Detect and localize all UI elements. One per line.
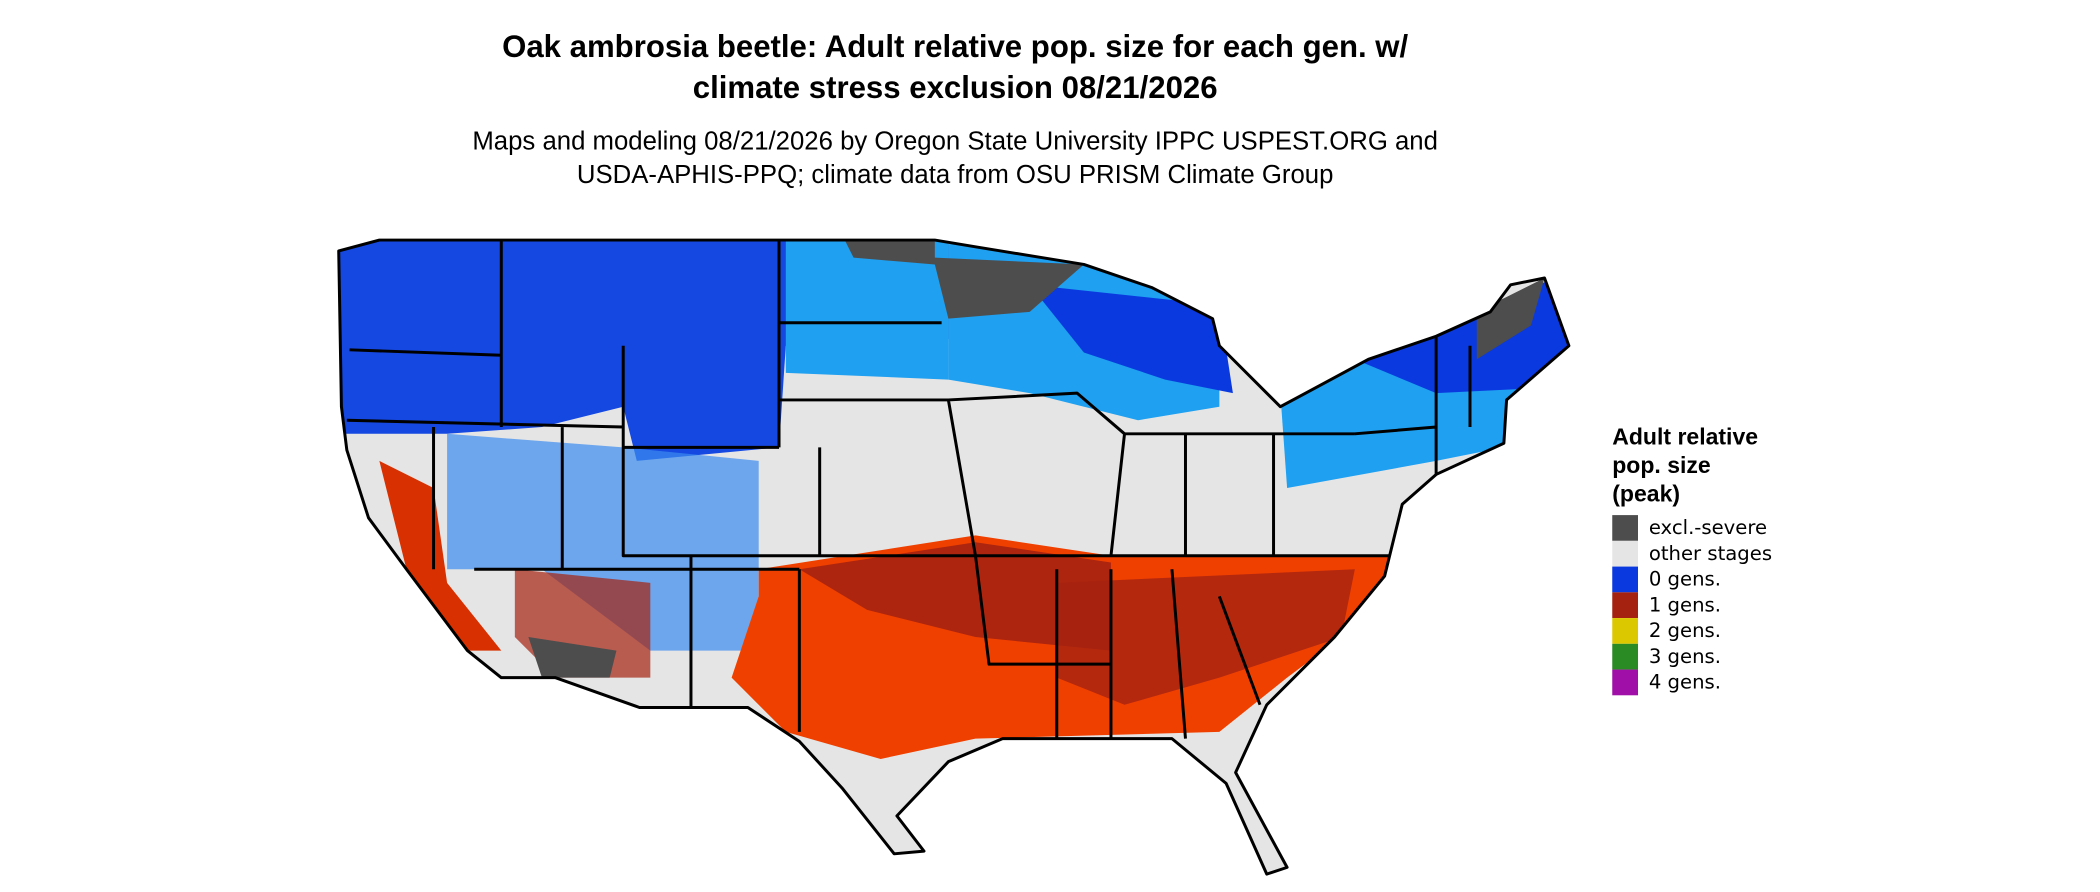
title-line: climate stress exclusion 08/21/2026	[693, 70, 1218, 105]
region-orange	[379, 460, 502, 651]
subtitle-line: USDA-APHIS-PPQ; climate data from OSU PR…	[577, 161, 1334, 189]
legend-label: 1 gens.	[1649, 593, 1721, 616]
legend-label: 2 gens.	[1649, 619, 1721, 642]
legend-label: other stages	[1649, 542, 1772, 565]
state-borders	[337, 238, 1571, 876]
legend-title: (peak)	[1612, 481, 1680, 507]
legend-title: pop. size	[1612, 452, 1711, 478]
state-lines	[346, 240, 1472, 739]
legend-label: excl.-severe	[1649, 516, 1767, 539]
region-blue	[447, 433, 759, 651]
legend-swatch	[1612, 618, 1638, 644]
legend: Adult relative pop. size (peak) excl.-se…	[1612, 424, 1772, 696]
region-excluded	[528, 637, 617, 678]
region-excluded	[839, 240, 1084, 319]
legend-swatch	[1612, 643, 1638, 670]
subtitle-line: Maps and modeling 08/21/2026 by Oregon S…	[472, 127, 1438, 155]
legend-swatch	[1612, 592, 1638, 619]
legend-label: 3 gens.	[1649, 645, 1721, 668]
region-excluded	[1476, 278, 1545, 360]
legend-title: Adult relative	[1612, 424, 1758, 450]
legend-swatch	[1612, 566, 1638, 593]
country-outline	[337, 238, 1571, 876]
legend-label: 4 gens.	[1649, 671, 1721, 694]
title-line: Oak ambrosia beetle: Adult relative pop.…	[502, 29, 1408, 64]
legend-label: 0 gens.	[1649, 568, 1721, 591]
region-darkred	[799, 542, 1111, 651]
legend-swatch	[1612, 540, 1638, 567]
legend-swatch	[1612, 669, 1638, 696]
region-lightblue	[785, 240, 949, 380]
region-blue	[1029, 284, 1233, 394]
region-darkred	[1056, 569, 1355, 705]
legend-swatch	[1612, 515, 1638, 541]
